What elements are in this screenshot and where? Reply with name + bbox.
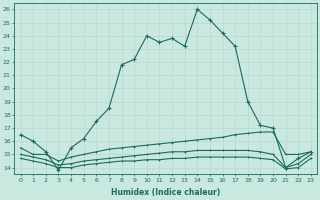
X-axis label: Humidex (Indice chaleur): Humidex (Indice chaleur)	[111, 188, 220, 197]
